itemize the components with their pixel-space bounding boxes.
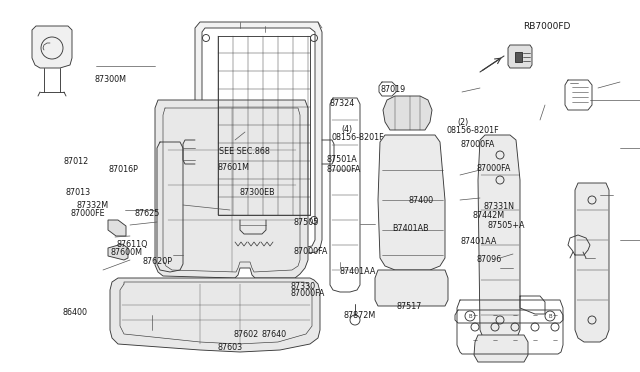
Text: 87505: 87505 [294,218,319,227]
Text: 87012: 87012 [64,157,89,166]
Text: 87000FA: 87000FA [291,289,325,298]
Polygon shape [575,183,609,342]
Text: 87442M: 87442M [472,211,504,219]
Text: B: B [468,314,472,318]
Polygon shape [195,22,322,254]
Text: 87096: 87096 [477,255,502,264]
Text: 87401AA: 87401AA [461,237,497,246]
Polygon shape [32,26,72,68]
Text: 87401AA: 87401AA [339,267,376,276]
Text: 87872M: 87872M [344,311,376,320]
Polygon shape [110,278,320,352]
Text: SEE SEC.868: SEE SEC.868 [219,147,269,156]
Text: 87620P: 87620P [142,257,172,266]
Text: 87603: 87603 [218,343,243,352]
Polygon shape [155,100,308,278]
Polygon shape [508,45,532,68]
Text: B: B [548,314,552,318]
Text: 87000FA: 87000FA [294,247,328,256]
Polygon shape [375,270,448,306]
Text: 87611Q: 87611Q [116,240,148,249]
Text: B7401AB: B7401AB [392,224,429,233]
Polygon shape [108,220,126,236]
Text: (4): (4) [341,125,352,134]
Text: 08156-8201F: 08156-8201F [332,133,384,142]
Text: 87000FA: 87000FA [326,165,361,174]
Text: 87019: 87019 [380,85,405,94]
Text: 87332M: 87332M [77,201,109,210]
Text: 87517: 87517 [397,302,422,311]
Text: (2): (2) [458,118,469,127]
Text: 87625: 87625 [134,209,160,218]
Text: 87300EB: 87300EB [239,188,275,197]
Text: 87000FE: 87000FE [70,209,105,218]
Polygon shape [515,52,522,62]
Text: 87600M: 87600M [110,248,142,257]
Text: 87331N: 87331N [483,202,514,211]
Text: 87000FA: 87000FA [461,140,495,149]
Polygon shape [378,135,445,270]
Text: 87501A: 87501A [326,155,357,164]
Text: 86400: 86400 [63,308,88,317]
Text: 87000FA: 87000FA [477,164,511,173]
Polygon shape [383,96,432,130]
Text: 87640: 87640 [261,330,286,339]
Text: 87013: 87013 [66,188,91,197]
Polygon shape [474,335,528,362]
Text: 87602: 87602 [234,330,259,339]
Text: 87601M: 87601M [218,163,250,172]
Text: 87324: 87324 [330,99,355,108]
Text: 87400: 87400 [408,196,433,205]
Text: 87016P: 87016P [109,165,139,174]
Polygon shape [108,244,128,260]
Text: RB7000FD: RB7000FD [524,22,571,31]
Polygon shape [478,135,520,344]
Text: 87300M: 87300M [95,76,127,84]
Text: 87505+A: 87505+A [488,221,525,230]
Text: 87330: 87330 [291,282,316,291]
Text: 08156-8201F: 08156-8201F [447,126,499,135]
